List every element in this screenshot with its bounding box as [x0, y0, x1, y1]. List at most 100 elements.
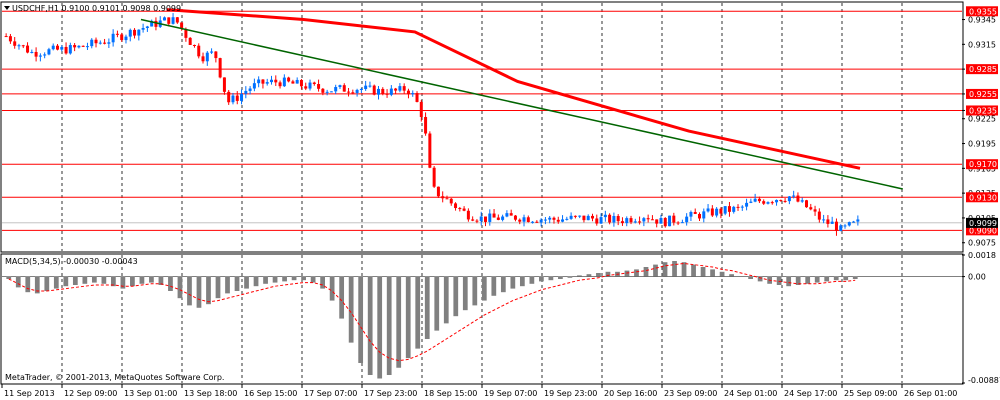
candle-body [625, 218, 629, 224]
copyright-text: MetaTrader, © 2001-2013, MetaQuotes Soft… [5, 373, 224, 382]
candle-body [638, 221, 642, 223]
candle-body [646, 218, 650, 220]
candle-body [248, 88, 252, 91]
candle-body [484, 216, 487, 222]
candle-body [60, 46, 64, 50]
candle-body [244, 90, 248, 94]
current-price-tag: 0.9099 [966, 217, 998, 228]
dropdown-triangle-icon[interactable] [4, 6, 10, 10]
price-tick-label: 0.9195 [968, 140, 996, 149]
candle-body [779, 199, 783, 201]
macd-tick-labels: 0.0018 0.00 -0.00887 [962, 251, 1000, 385]
candle-body [501, 216, 505, 220]
level-tags: 0.9355 0.9285 0.9255 0.9235 0.9170 0.9130 0.90… [966, 6, 998, 236]
candle-body [265, 82, 269, 84]
candle-body [548, 217, 552, 220]
candle-body [150, 20, 154, 27]
candle-body [73, 45, 77, 48]
candle-body [163, 17, 166, 21]
candle-body [133, 29, 137, 36]
chart-header: USDCHF,H1 0.9100 0.9101 0.9098 0.9099 [4, 4, 181, 13]
candle-body [51, 45, 55, 50]
candle-body [710, 208, 714, 216]
candle-body [419, 101, 423, 117]
candle-body [796, 195, 800, 202]
candle-body [659, 218, 663, 224]
candle-body [586, 215, 590, 221]
candle-body [128, 29, 132, 37]
candle-body [826, 219, 830, 224]
candle-body [81, 45, 85, 47]
candle-body [612, 215, 616, 223]
candle-body [805, 200, 808, 208]
candle-body [428, 133, 432, 168]
candle-body [449, 198, 453, 204]
candle-body [282, 77, 286, 87]
candle-body [672, 215, 676, 223]
candle-body [608, 214, 612, 223]
candle-body [676, 222, 680, 224]
candle-body [227, 91, 231, 103]
level-tag-bg [966, 159, 998, 170]
candle-body [513, 215, 517, 220]
candle-body [522, 217, 526, 222]
candle-body [214, 51, 218, 59]
candle-body [591, 215, 594, 219]
candle-body [231, 95, 235, 103]
level-tag-label: 0.9130 [969, 193, 997, 202]
time-tick-label: 13 Sep 18:00 [184, 389, 237, 398]
level-tag-label: 0.9285 [969, 65, 997, 74]
candle-body [642, 218, 646, 222]
candle-body [800, 200, 804, 202]
price-tick-label: 0.9315 [968, 40, 996, 49]
candle-body [180, 22, 184, 29]
candle-body [441, 196, 445, 199]
candle-body [188, 37, 192, 45]
candle-body [787, 196, 791, 202]
candle-body [325, 91, 329, 93]
level-tag-label: 0.9170 [969, 160, 997, 169]
candle-body [539, 219, 543, 223]
level-tag-label: 0.9355 [969, 7, 997, 16]
candle-body [347, 91, 351, 93]
candle-body [154, 20, 158, 27]
candle-body [531, 221, 535, 223]
candle-body [719, 208, 723, 214]
candle-body [312, 82, 316, 85]
candle-body [668, 215, 672, 227]
candle-body [693, 211, 697, 214]
candle-body [137, 29, 141, 36]
candle-body [411, 93, 415, 95]
candle-body [543, 219, 547, 221]
time-tick-label: 16 Sep 15:00 [244, 389, 297, 398]
candle-body [852, 221, 856, 223]
candle-body [471, 219, 475, 221]
candle-body [702, 211, 706, 219]
candle-body [351, 92, 355, 94]
candle-body [839, 225, 843, 231]
candle-body [436, 186, 440, 197]
candle-body [736, 206, 740, 208]
candle-body [445, 198, 449, 200]
candle-body [415, 93, 419, 102]
time-tick-label: 23 Sep 09:00 [664, 389, 717, 398]
candle-body [817, 211, 821, 220]
candle-body [94, 39, 98, 44]
level-tag-label: 0.9235 [969, 106, 997, 115]
candle-body [107, 42, 111, 44]
candle-body [569, 215, 573, 219]
candle-body [552, 217, 556, 220]
moving-average-line [166, 8, 861, 170]
candle-body [706, 208, 710, 212]
candle-body [394, 88, 398, 91]
candle-body [43, 54, 47, 56]
candle-body [77, 45, 81, 48]
chart-header-text: USDCHF,H1 0.9100 0.9101 0.9098 0.9099 [12, 4, 181, 13]
candle-body [809, 207, 813, 210]
candle-body [175, 17, 179, 23]
candle-body [620, 221, 624, 224]
candle-body [663, 218, 667, 227]
candle-body [201, 56, 205, 62]
candle-body [698, 213, 701, 219]
